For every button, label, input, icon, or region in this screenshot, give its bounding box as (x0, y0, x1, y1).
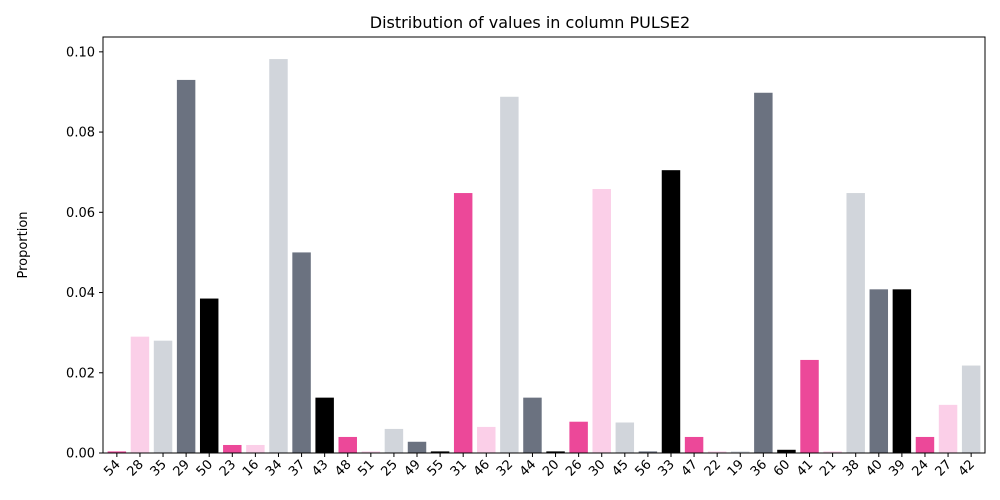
bar-34 (269, 59, 288, 454)
bar-36 (754, 92, 773, 453)
bar-31 (453, 193, 473, 454)
x-tick-label: 24 (909, 457, 931, 479)
bar-43 (315, 397, 334, 453)
x-ticks-group: 54 28 35 29 50 23 16 34 37 43 48 51 25 49 55 31 46 32 44 20… (101, 453, 978, 480)
bar-28 (130, 336, 150, 453)
bar-50 (199, 298, 219, 453)
x-tick-label: 26 (563, 457, 585, 479)
y-tick-label: 0.02 (66, 366, 95, 381)
bar-16 (246, 444, 265, 453)
bar-46 (477, 426, 496, 453)
x-tick-label: 21 (817, 457, 839, 479)
x-tick-label: 41 (794, 457, 816, 479)
x-tick-label: 46 (471, 457, 493, 479)
bars-group (107, 59, 981, 454)
bar-45 (615, 422, 635, 453)
x-tick-label: 60 (771, 457, 793, 479)
x-tick-label: 25 (378, 457, 400, 479)
y-tick-label: 0.06 (66, 206, 95, 221)
bar-44 (523, 397, 542, 453)
x-tick-label: 35 (148, 457, 170, 479)
bar-51 (361, 451, 381, 453)
x-tick-label: 51 (355, 457, 377, 479)
bar-24 (915, 436, 935, 453)
x-tick-label: 43 (309, 457, 331, 479)
bar-56 (638, 451, 658, 453)
bar-54 (107, 451, 127, 453)
x-tick-label: 29 (171, 457, 193, 479)
x-tick-label: 31 (448, 457, 470, 479)
x-tick-label: 37 (286, 457, 308, 479)
y-tick-label: 0.10 (66, 45, 95, 60)
x-tick-label: 20 (540, 457, 562, 479)
bar-26 (569, 421, 588, 453)
x-tick-label: 40 (863, 457, 885, 479)
y-axis-label: Proportion (16, 211, 31, 278)
chart-title: Distribution of values in column PULSE2 (370, 13, 690, 32)
x-tick-label: 50 (194, 457, 216, 479)
bar-42 (961, 365, 981, 453)
bar-48 (338, 436, 357, 453)
bar-19 (731, 451, 750, 453)
x-tick-label: 56 (632, 457, 654, 479)
x-tick-label: 28 (124, 457, 146, 479)
x-tick-label: 16 (240, 457, 262, 479)
x-tick-label: 47 (679, 457, 701, 479)
x-tick-label: 54 (101, 457, 123, 479)
bar-49 (407, 441, 427, 453)
bar-39 (892, 289, 912, 453)
x-tick-label: 32 (494, 457, 516, 479)
bar-60 (777, 449, 796, 453)
y-tick-label: 0.08 (66, 126, 95, 141)
x-tick-label: 30 (586, 457, 608, 479)
bar-33 (661, 170, 681, 453)
x-tick-label: 27 (933, 457, 955, 479)
bar-41 (800, 359, 819, 453)
x-tick-label: 48 (332, 457, 354, 479)
x-tick-label: 42 (956, 457, 978, 479)
x-tick-label: 19 (725, 457, 747, 479)
x-tick-label: 45 (609, 457, 631, 479)
bar-32 (500, 96, 519, 454)
bar-21 (823, 451, 842, 453)
x-tick-label: 36 (748, 457, 770, 479)
y-ticks-group: 0.00 0.02 0.04 0.06 0.08 0.10 (66, 45, 103, 462)
x-tick-label: 55 (425, 457, 447, 479)
x-tick-label: 34 (263, 457, 285, 479)
bar-38 (846, 193, 865, 454)
bar-35 (153, 340, 173, 453)
bar-40 (869, 289, 889, 453)
bar-47 (684, 436, 704, 453)
x-tick-label: 49 (402, 457, 424, 479)
bar-30 (592, 189, 611, 454)
bar-29 (176, 79, 196, 454)
y-tick-label: 0.00 (66, 447, 95, 462)
bar-37 (292, 252, 311, 453)
plot-frame (102, 36, 986, 454)
x-tick-label: 23 (217, 457, 239, 479)
x-tick-label: 33 (656, 457, 678, 479)
x-tick-label: 38 (840, 457, 862, 479)
bar-23 (223, 444, 242, 453)
bar-22 (707, 451, 727, 453)
y-tick-label: 0.04 (66, 286, 95, 301)
x-tick-label: 44 (517, 457, 539, 479)
bar-20 (546, 451, 565, 453)
bar-27 (938, 404, 958, 453)
x-tick-label: 39 (886, 457, 908, 479)
bar-55 (430, 451, 450, 453)
x-tick-label: 22 (702, 457, 724, 479)
bar-25 (384, 428, 404, 453)
